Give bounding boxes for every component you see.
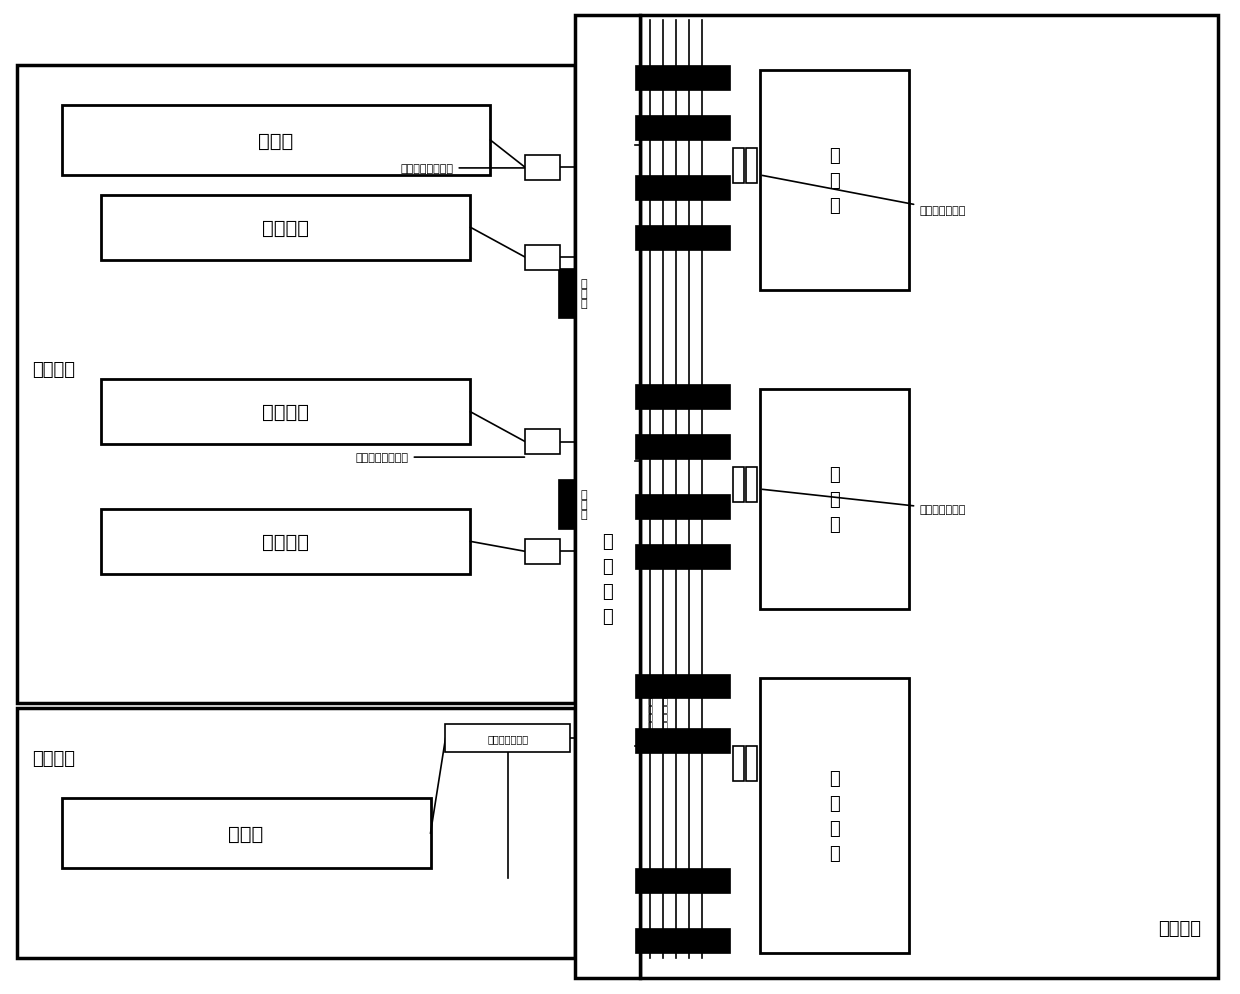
Bar <box>635 116 729 141</box>
Text: 冷轧机运卷小车: 冷轧机运卷小车 <box>763 176 966 216</box>
Text: 高架仓库出料小车: 高架仓库出料小车 <box>401 164 525 174</box>
Bar <box>635 494 729 520</box>
Bar <box>558 479 577 530</box>
Bar <box>635 176 729 201</box>
Text: 精整车间: 精整车间 <box>32 361 74 379</box>
Text: 热轧机出料机构: 热轧机出料机构 <box>487 734 528 744</box>
Text: 高
架
仓
库: 高 架 仓 库 <box>601 533 613 625</box>
Bar <box>760 679 909 953</box>
Bar <box>745 149 756 184</box>
Bar <box>526 429 560 454</box>
Text: 精整机组: 精整机组 <box>263 403 310 421</box>
Bar <box>526 540 560 565</box>
Bar <box>526 246 560 270</box>
Bar <box>102 380 470 444</box>
Text: 托
盘
运
输
机
构: 托 盘 运 输 机 构 <box>662 689 667 738</box>
Bar <box>102 196 470 260</box>
Bar <box>745 746 756 781</box>
Bar <box>635 545 729 570</box>
Bar <box>635 385 729 410</box>
Bar <box>558 268 577 318</box>
Text: 堆
垛
机: 堆 垛 机 <box>580 489 587 520</box>
Text: 托
盘
运
输
机
构: 托 盘 运 输 机 构 <box>647 689 652 738</box>
Text: 冷轧车间: 冷轧车间 <box>1158 918 1202 937</box>
Text: 热轧车间: 热轧车间 <box>32 749 74 767</box>
Text: 退火炉: 退火炉 <box>258 131 294 150</box>
Text: 堆
垛
机: 堆 垛 机 <box>580 278 587 308</box>
Bar <box>733 149 744 184</box>
Bar <box>62 106 490 176</box>
Text: 冷
轧
机: 冷 轧 机 <box>830 465 839 534</box>
Bar <box>635 927 729 953</box>
Text: 高架仓库出料小车: 高架仓库出料小车 <box>356 452 525 462</box>
Bar <box>760 390 909 609</box>
Bar <box>445 725 570 752</box>
Bar <box>640 16 1219 978</box>
Bar <box>635 674 729 699</box>
Bar <box>526 156 560 181</box>
Text: 精整机组: 精整机组 <box>263 219 310 238</box>
Text: 热轧机: 热轧机 <box>228 824 264 843</box>
Bar <box>635 434 729 459</box>
Text: 冷
轧
机: 冷 轧 机 <box>830 147 839 215</box>
Bar <box>575 16 640 978</box>
Bar <box>760 72 909 290</box>
Bar <box>635 67 729 91</box>
Bar <box>635 226 729 250</box>
Bar <box>102 510 470 575</box>
Bar <box>62 798 430 868</box>
Bar <box>635 729 729 753</box>
Bar <box>635 868 729 893</box>
Text: 精整机组: 精整机组 <box>263 533 310 552</box>
Text: 冷
连
轧
机: 冷 连 轧 机 <box>830 769 839 862</box>
Bar <box>733 746 744 781</box>
Bar <box>16 709 575 958</box>
Bar <box>745 467 756 503</box>
Bar <box>733 467 744 503</box>
Bar <box>16 67 575 704</box>
Text: 冷轧机运卷小车: 冷轧机运卷小车 <box>763 490 966 515</box>
